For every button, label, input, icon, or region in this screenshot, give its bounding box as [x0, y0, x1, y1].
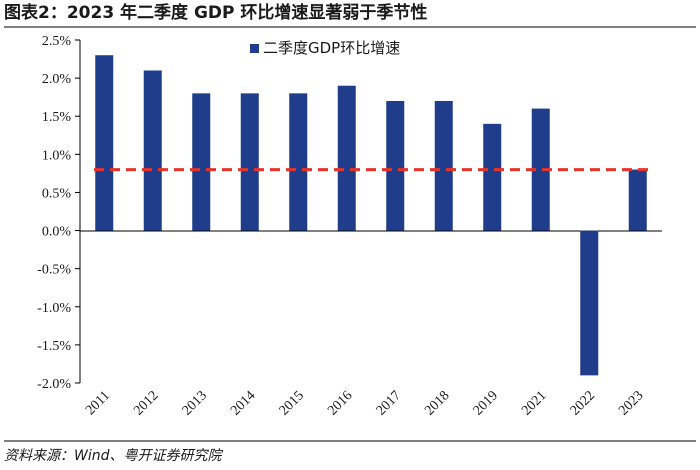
y-tick-label: -1.5% — [37, 339, 71, 354]
bar-2019 — [483, 123, 502, 231]
bar-2015 — [289, 93, 308, 231]
bar-2011 — [95, 55, 114, 231]
y-tick-label: 1.0% — [42, 148, 72, 163]
bar-2013 — [192, 93, 211, 231]
x-tick-label: 2022 — [568, 388, 598, 418]
bar-2017 — [386, 100, 405, 231]
legend-label: 二季度GDP环比增速 — [263, 39, 400, 57]
legend: 二季度GDP环比增速 — [250, 39, 400, 57]
x-axis-labels: 2011 2012 2013 2014 2015 2016 2017 2018 2019 2021… — [83, 388, 647, 418]
bar-2021 — [531, 108, 550, 231]
y-tick-label: 0.0% — [42, 225, 72, 240]
y-tick-label: -0.5% — [37, 263, 71, 278]
source-note: 资料来源：Wind、粤开证券研究院 — [4, 440, 696, 470]
x-tick-label: 2012 — [131, 388, 161, 418]
x-tick-label: 2013 — [180, 388, 210, 418]
bar-chart: 2.5% 2.0% 1.5% 1.0% 0.5% 0.0% -0.5% -1.0% -1.5% -… — [37, 34, 662, 419]
legend-swatch — [250, 44, 259, 53]
bar-2016 — [337, 85, 356, 231]
bar-2012 — [143, 70, 162, 231]
y-tick-label: 1.5% — [42, 110, 72, 125]
y-tick-label: 2.0% — [42, 72, 72, 87]
bar-2023 — [628, 169, 647, 231]
x-tick-label: 2011 — [83, 388, 113, 418]
x-tick-label: 2019 — [471, 388, 501, 418]
y-tick-label: 2.5% — [42, 34, 72, 49]
x-tick-label: 2021 — [519, 388, 549, 418]
x-tick-label: 2018 — [422, 388, 452, 418]
y-axis-ticks: 2.5% 2.0% 1.5% 1.0% 0.5% 0.0% -0.5% -1.0% -1.5% -… — [37, 34, 80, 392]
x-tick-label: 2017 — [374, 388, 404, 418]
x-tick-label: 2015 — [277, 388, 307, 418]
bars-group — [95, 55, 647, 376]
y-tick-label: -1.0% — [37, 301, 71, 316]
bar-2018 — [434, 100, 453, 231]
x-tick-label: 2014 — [228, 388, 258, 418]
chart-title: 图表2：2023 年二季度 GDP 环比增速显著弱于季节性 — [4, 0, 696, 28]
y-tick-label: -2.0% — [37, 377, 71, 392]
y-tick-label: 0.5% — [42, 186, 72, 201]
bar-2022 — [580, 230, 599, 376]
bar-2014 — [240, 93, 259, 231]
x-tick-label: 2023 — [616, 388, 646, 418]
x-tick-label: 2016 — [325, 388, 355, 418]
